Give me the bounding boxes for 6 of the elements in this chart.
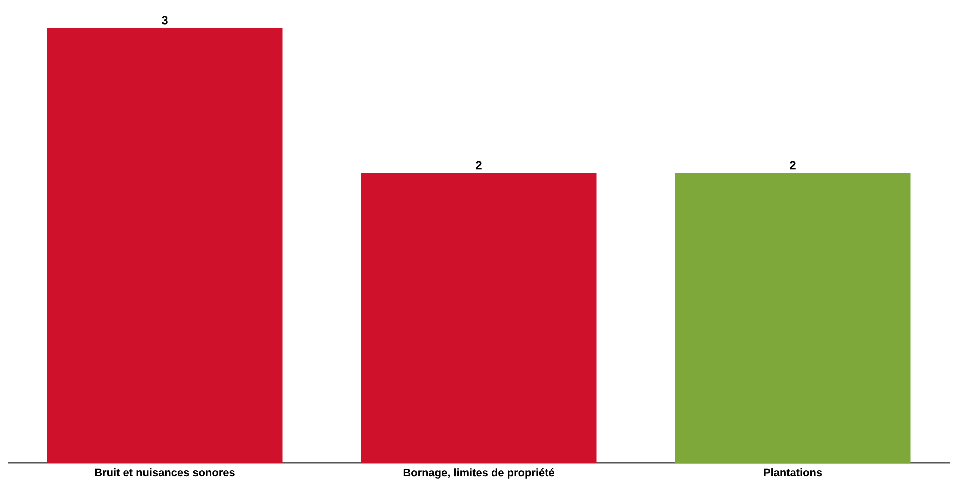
x-tick-label: Bruit et nuisances sonores — [95, 468, 235, 477]
x-tick-label: Bornage, limites de propriété — [404, 468, 554, 479]
data-label: 2 — [476, 161, 482, 170]
x-tick-label: Plantations — [764, 468, 822, 477]
data-label: 3 — [162, 16, 168, 25]
data-label: 2 — [790, 161, 796, 170]
